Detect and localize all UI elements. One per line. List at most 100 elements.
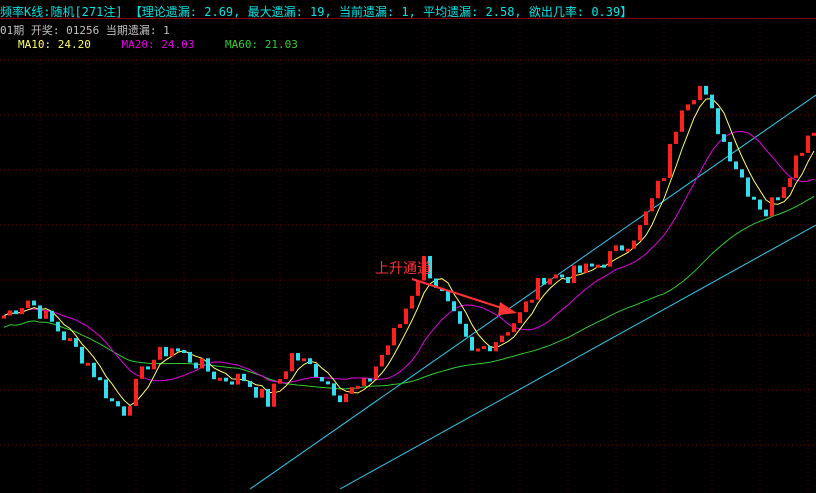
candle bbox=[350, 387, 354, 394]
ma20-label: MA20 bbox=[121, 38, 149, 51]
candle bbox=[398, 324, 402, 328]
candle bbox=[428, 255, 432, 279]
candle bbox=[560, 274, 564, 278]
candles bbox=[2, 85, 816, 416]
candle bbox=[2, 315, 6, 319]
period-info: 01期 开奖: 01256 当期遗漏: 1 bbox=[0, 24, 170, 37]
candle bbox=[116, 401, 120, 407]
candle bbox=[146, 366, 150, 370]
candle bbox=[218, 377, 222, 381]
candle bbox=[266, 388, 270, 407]
candle bbox=[158, 346, 162, 360]
annotation-arrow bbox=[411, 278, 517, 315]
candle bbox=[248, 381, 252, 388]
uptrend-channel-annotation: 上升通道 bbox=[375, 261, 431, 277]
candle bbox=[812, 132, 816, 136]
ma60-label: MA60 bbox=[225, 38, 252, 51]
candle bbox=[662, 178, 666, 182]
arrow-head bbox=[498, 302, 517, 315]
candle bbox=[20, 308, 24, 315]
candle bbox=[506, 332, 510, 336]
candle bbox=[284, 371, 288, 380]
candle bbox=[746, 177, 750, 197]
candle bbox=[794, 155, 798, 179]
channel-upper bbox=[249, 94, 816, 490]
candle bbox=[542, 277, 546, 285]
candle bbox=[704, 85, 708, 95]
candle bbox=[392, 327, 396, 346]
candle bbox=[296, 353, 300, 361]
candle bbox=[650, 198, 654, 212]
candle bbox=[458, 311, 462, 324]
ma20-line bbox=[3, 130, 815, 384]
candle bbox=[422, 255, 426, 281]
ma10-path bbox=[3, 98, 815, 407]
candle bbox=[692, 100, 696, 105]
candle bbox=[680, 110, 684, 132]
candle bbox=[368, 378, 372, 382]
ma20-path bbox=[3, 130, 815, 384]
candle bbox=[710, 94, 714, 109]
candle bbox=[482, 346, 486, 350]
candle bbox=[278, 379, 282, 384]
candle bbox=[164, 346, 168, 357]
grid bbox=[0, 20, 816, 489]
candle bbox=[134, 378, 138, 407]
candle bbox=[38, 305, 42, 319]
candle bbox=[758, 199, 762, 210]
candle bbox=[332, 383, 336, 396]
candle bbox=[800, 152, 804, 156]
candle bbox=[416, 280, 420, 296]
candle bbox=[602, 264, 606, 268]
candle bbox=[302, 358, 306, 362]
candle bbox=[98, 377, 102, 381]
ma10-line bbox=[3, 98, 815, 407]
candle bbox=[770, 197, 774, 217]
candle bbox=[470, 336, 474, 351]
candle bbox=[200, 358, 204, 369]
candle bbox=[386, 345, 390, 355]
candle bbox=[656, 180, 660, 199]
candle bbox=[668, 143, 672, 179]
candle bbox=[776, 197, 780, 201]
candle bbox=[212, 371, 216, 380]
candle bbox=[476, 348, 480, 352]
candle bbox=[68, 338, 72, 342]
candle bbox=[452, 301, 456, 312]
candle bbox=[596, 264, 600, 268]
candle bbox=[614, 245, 618, 252]
candle bbox=[110, 398, 114, 402]
candle bbox=[236, 373, 240, 385]
candle bbox=[752, 196, 756, 200]
candle bbox=[374, 366, 378, 379]
candle bbox=[578, 265, 582, 273]
candle bbox=[152, 359, 156, 370]
candle bbox=[488, 346, 492, 352]
ma-legend: MA10: 24.20 MA20: 24.03 MA60: 21.03 bbox=[18, 38, 322, 51]
candle bbox=[104, 379, 108, 399]
candle bbox=[782, 187, 786, 199]
ma20-value: 24.03 bbox=[161, 38, 195, 51]
ma60-legend: MA60: 21.03 bbox=[225, 38, 298, 51]
candle bbox=[188, 351, 192, 363]
candle bbox=[140, 366, 144, 379]
candle bbox=[500, 335, 504, 343]
candle bbox=[566, 276, 570, 284]
ma10-label: MA10 bbox=[18, 38, 45, 51]
ma10-legend: MA10: 24.20 bbox=[18, 38, 91, 51]
candle bbox=[698, 85, 702, 101]
candle bbox=[518, 312, 522, 324]
candle bbox=[14, 310, 18, 315]
candle bbox=[788, 178, 792, 188]
candle bbox=[572, 265, 576, 284]
candle bbox=[584, 263, 588, 273]
candle bbox=[734, 161, 738, 170]
candle bbox=[608, 251, 612, 267]
candle bbox=[206, 358, 210, 372]
candle bbox=[338, 395, 342, 403]
candle bbox=[254, 387, 258, 398]
candle bbox=[716, 108, 720, 135]
candle bbox=[56, 321, 60, 332]
candle bbox=[512, 323, 516, 333]
